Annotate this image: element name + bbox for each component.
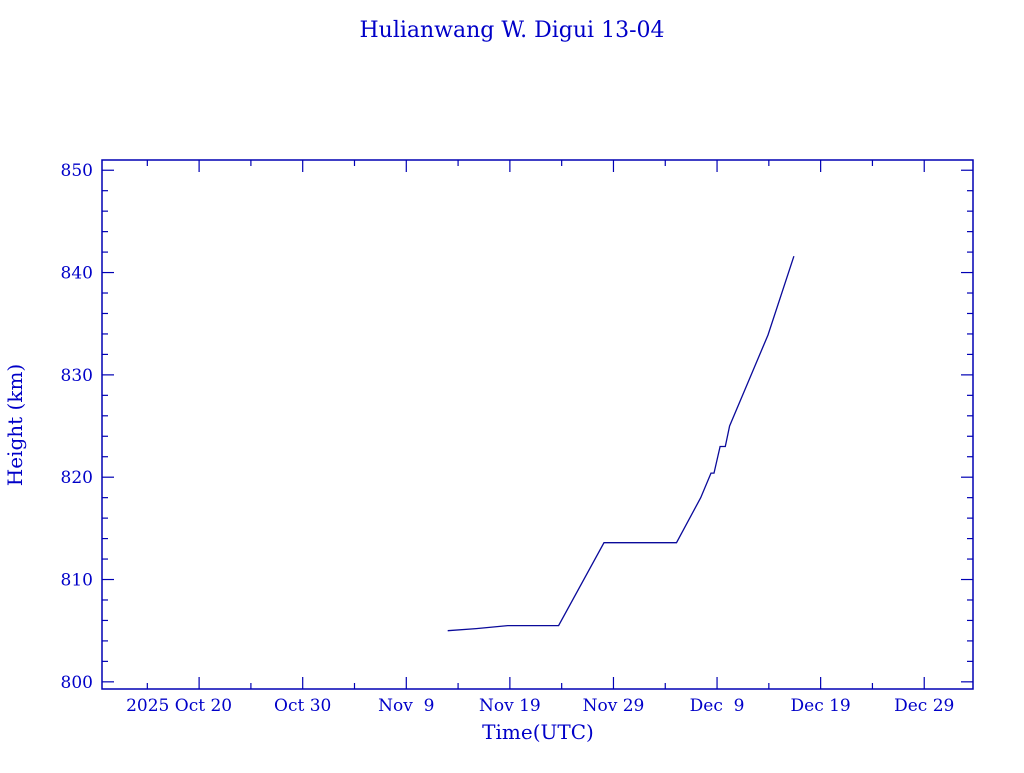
y-tick-label: 820 — [61, 468, 93, 488]
y-tick-label: 850 — [61, 161, 93, 181]
x-tick-label: Dec 9 — [690, 696, 745, 716]
x-tick-label: Dec 29 — [894, 696, 954, 716]
chart-title: Hulianwang W. Digui 13-04 — [359, 18, 664, 43]
plot-frame — [101, 159, 974, 690]
x-tick-label: 2025 Oct 20 — [126, 696, 232, 716]
y-tick-label: 800 — [61, 673, 93, 693]
x-tick-label: Nov 9 — [378, 696, 434, 716]
y-axis-label: Height (km) — [3, 364, 27, 486]
y-tick-label: 810 — [61, 571, 93, 591]
height-series-line — [447, 255, 795, 632]
y-tick-label: 830 — [61, 366, 93, 386]
x-axis-label: Time(UTC) — [482, 720, 594, 744]
x-tick-label: Oct 30 — [274, 696, 331, 716]
x-tick-label: Dec 19 — [791, 696, 851, 716]
x-tick-label: Nov 29 — [583, 696, 645, 716]
y-tick-label: 840 — [61, 264, 93, 284]
x-tick-label: Nov 19 — [479, 696, 541, 716]
